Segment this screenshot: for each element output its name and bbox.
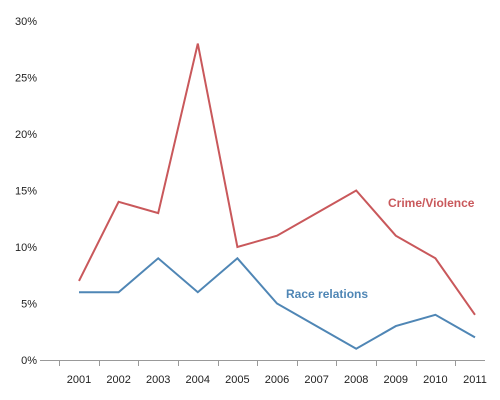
- series-line-race-relations: [79, 256, 476, 350]
- x-tick-label: 2001: [67, 374, 91, 386]
- y-axis-tick-labels: 0% 5% 10% 15% 20% 25% 30%: [15, 16, 37, 367]
- series-label: Crime/Violence: [388, 196, 475, 210]
- series-line-crime-violence: [78, 43, 476, 316]
- series-label: Race relations: [286, 287, 368, 301]
- x-tick-label: 2005: [225, 374, 249, 386]
- x-tick-label: 2002: [106, 374, 130, 386]
- x-axis-ticks: [59, 360, 456, 366]
- x-axis-tick-labels: 2001 2002 2003 2004 2005 2006 2007 2008 2009 2010…: [67, 374, 487, 386]
- y-tick-label: 0%: [21, 355, 37, 367]
- y-tick-label: 25%: [15, 73, 37, 85]
- x-tick-label: 2003: [146, 374, 170, 386]
- x-tick-label: 2010: [423, 374, 447, 386]
- y-tick-label: 15%: [15, 186, 37, 198]
- x-tick-label: 2008: [344, 374, 368, 386]
- x-tick-label: 2007: [304, 374, 328, 386]
- x-tick-label: 2006: [265, 374, 289, 386]
- x-tick-label: 2004: [186, 374, 210, 386]
- series-labels: Crime/Violence Race relations: [286, 196, 475, 301]
- series-lines: [78, 43, 476, 350]
- y-tick-label: 5%: [21, 299, 37, 311]
- y-tick-label: 20%: [15, 129, 37, 141]
- x-tick-label: 2011: [463, 374, 487, 386]
- y-tick-label: 30%: [15, 16, 37, 28]
- x-tick-label: 2009: [384, 374, 408, 386]
- y-tick-label: 10%: [15, 242, 37, 254]
